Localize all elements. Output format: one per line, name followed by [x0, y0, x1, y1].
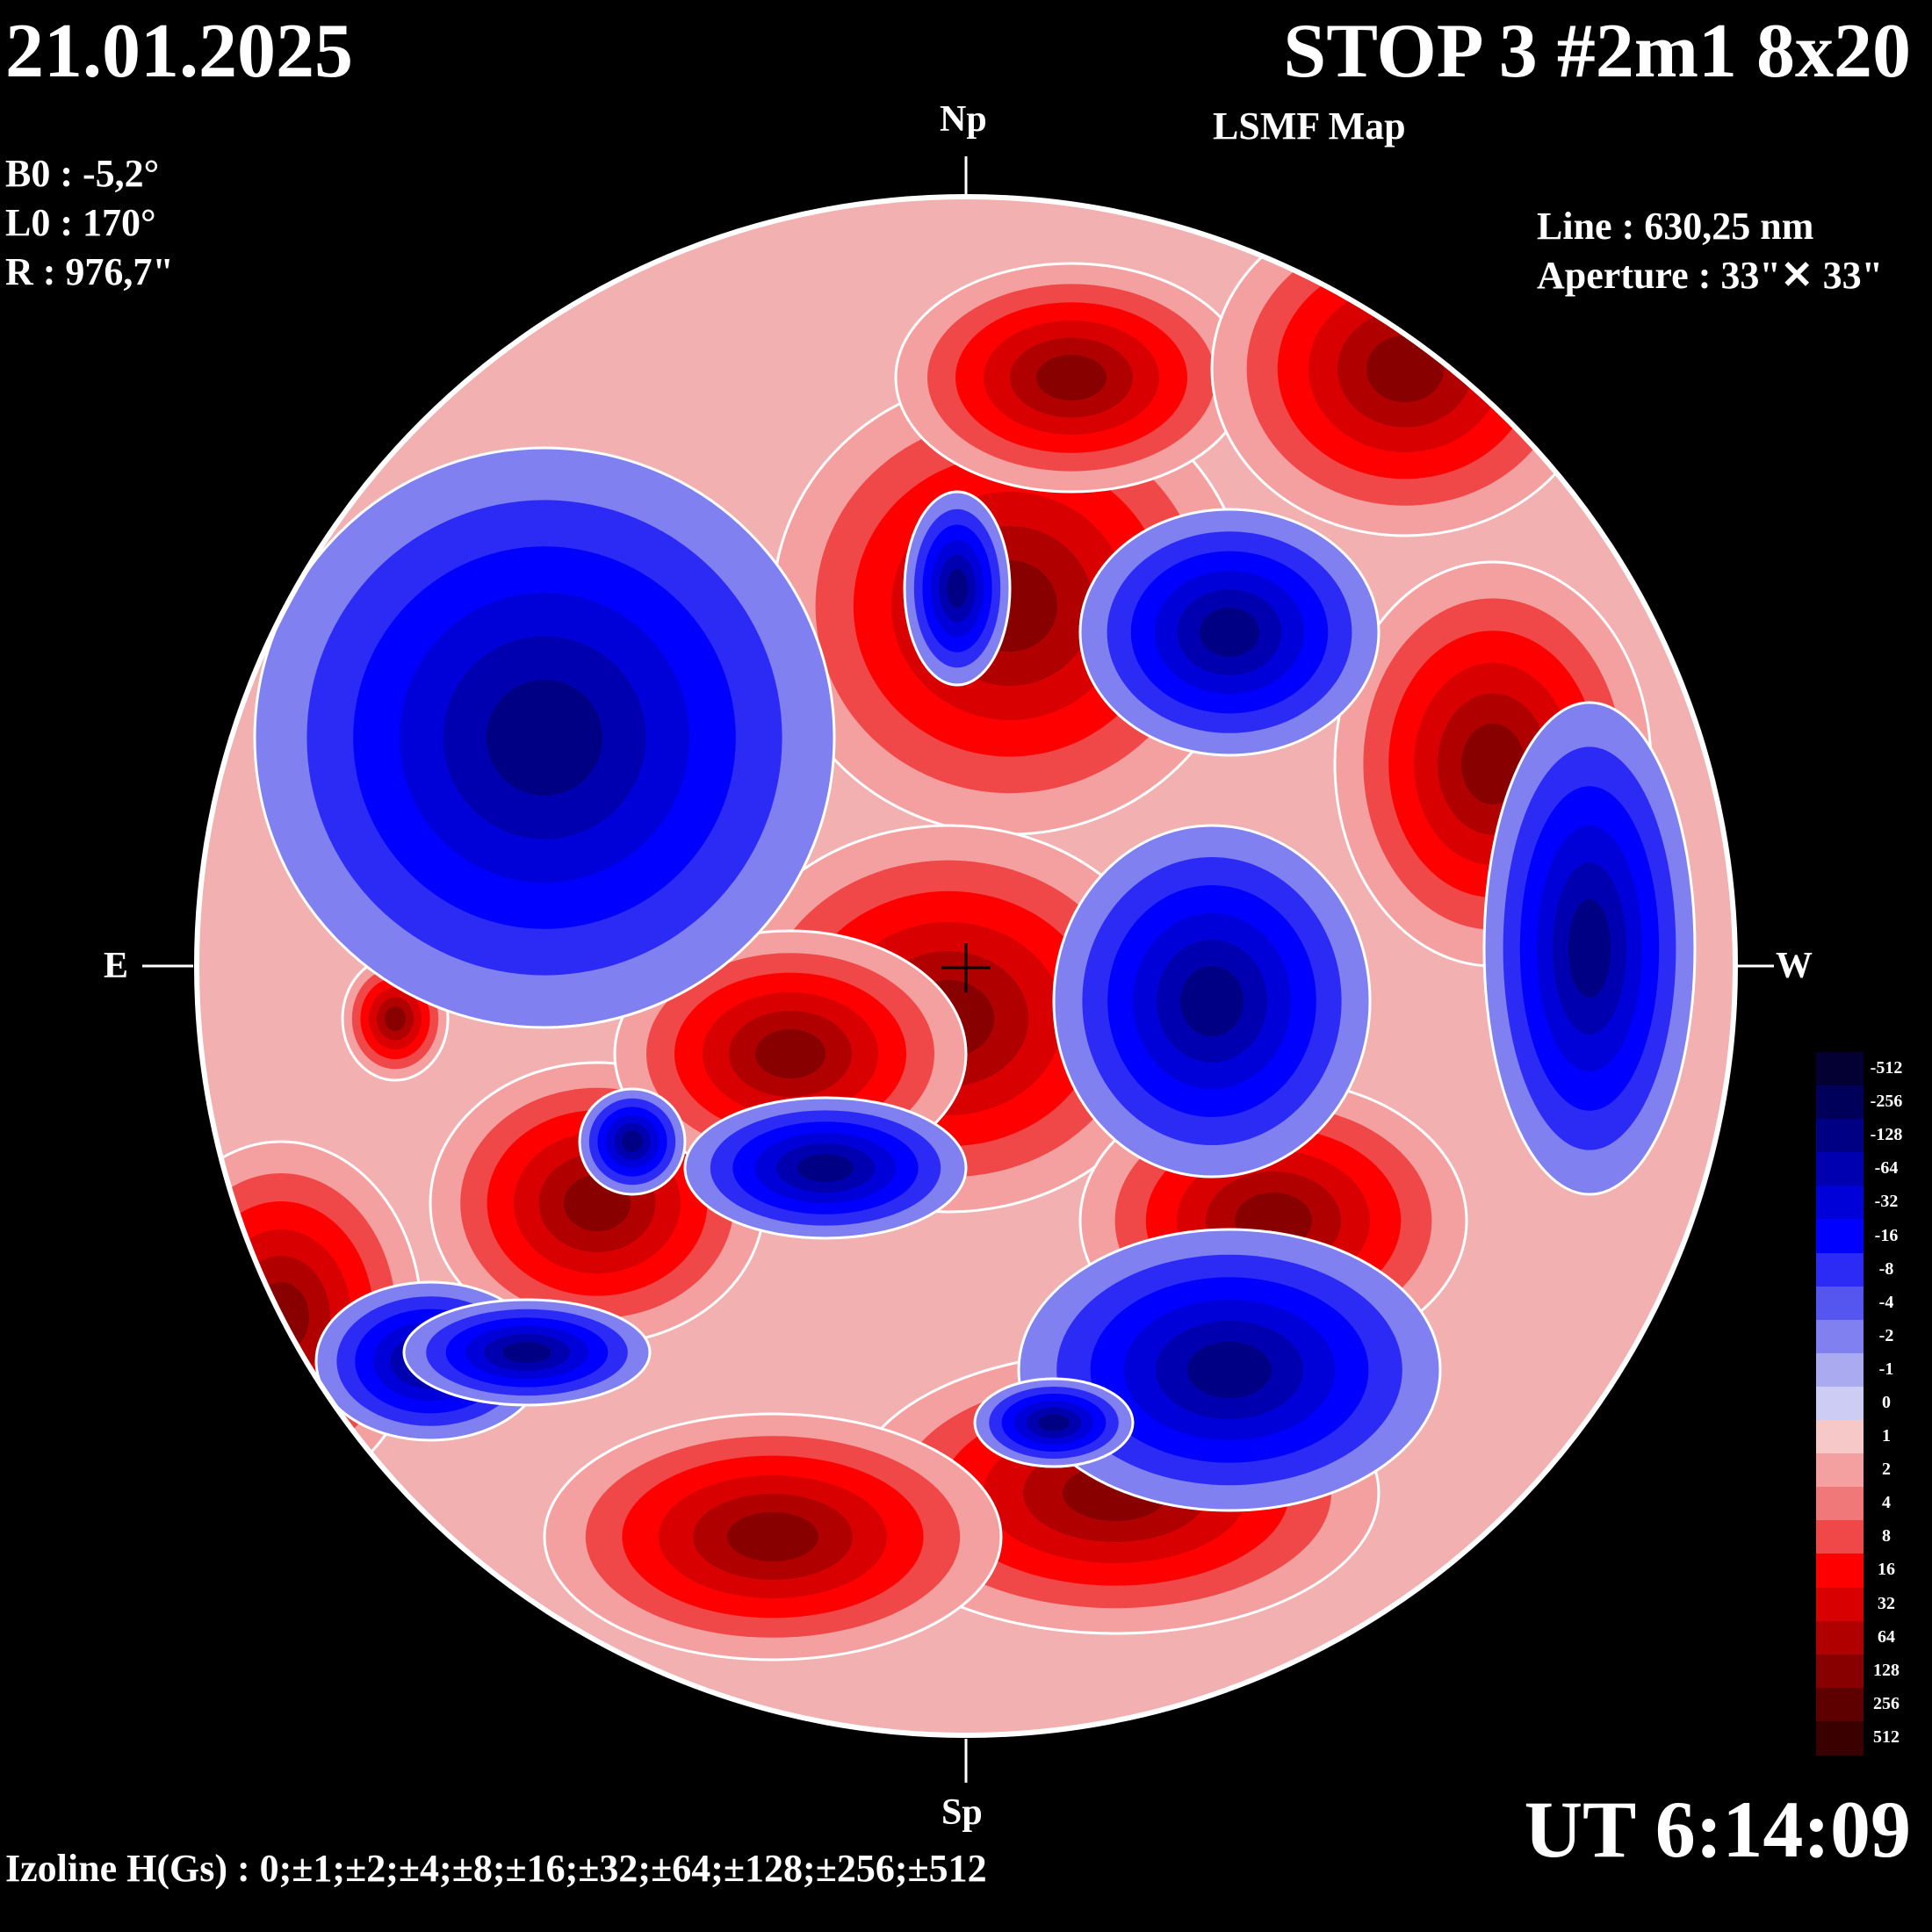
- param-radius: R : 976,7": [5, 250, 174, 293]
- legend-label: 1: [1882, 1426, 1891, 1446]
- south-pole-label: Sp: [941, 1792, 983, 1833]
- legend-label: 4: [1882, 1493, 1891, 1513]
- legend-swatch: [1816, 1319, 1864, 1354]
- legend-swatch: [1816, 1520, 1864, 1555]
- izoline-levels: Izoline H(Gs) : 0;±1;±2;±4;±8;±16;±32;±6…: [5, 1847, 987, 1890]
- legend-label: -1: [1878, 1359, 1894, 1379]
- west-label: W: [1776, 946, 1813, 986]
- negative-field-region: [402, 1298, 652, 1407]
- positive-field-region: [1210, 200, 1600, 537]
- observation-date: 21.01.2025: [5, 9, 353, 94]
- solar-limb: [194, 194, 1738, 1738]
- positive-field-region: [543, 1412, 1003, 1662]
- legend-label: 16: [1878, 1560, 1895, 1580]
- legend-label: -4: [1878, 1292, 1894, 1312]
- legend-label: -8: [1878, 1258, 1894, 1279]
- legend-swatch: [1816, 1352, 1864, 1388]
- legend-swatch: [1816, 1286, 1864, 1321]
- legend-swatch: [1816, 1687, 1864, 1722]
- legend-label: -16: [1874, 1225, 1899, 1245]
- legend-swatch: [1816, 1720, 1864, 1755]
- legend-swatch: [1816, 1119, 1864, 1154]
- legend-label: -2: [1878, 1325, 1894, 1345]
- legend-swatch: [1816, 1052, 1864, 1087]
- legend-swatch: [1816, 1152, 1864, 1187]
- legend-swatch: [1816, 1252, 1864, 1287]
- legend-label: 512: [1873, 1727, 1900, 1747]
- negative-field-region: [1017, 1228, 1442, 1512]
- map-title: STOP 3 #2m1 8x20: [1283, 9, 1911, 94]
- legend-swatch: [1816, 1587, 1864, 1622]
- legend-label: -128: [1870, 1125, 1903, 1145]
- color-legend: [1816, 1052, 1864, 1755]
- legend-label: -256: [1870, 1092, 1903, 1112]
- legend-label: 256: [1873, 1693, 1900, 1713]
- legend-swatch: [1816, 1219, 1864, 1254]
- negative-field-region: [1482, 701, 1697, 1196]
- map-subtitle: LSMF Map: [1213, 105, 1406, 148]
- negative-field-region: [683, 1096, 968, 1240]
- legend-label: 8: [1882, 1526, 1891, 1546]
- legend-swatch: [1816, 1420, 1864, 1455]
- param-b0: B0 : -5,2°: [5, 152, 160, 195]
- north-pole-label: Np: [940, 99, 987, 140]
- center-crosshair: [941, 943, 991, 992]
- negative-field-region: [253, 446, 836, 1029]
- legend-label: 2: [1882, 1460, 1891, 1480]
- spectral-line: Line : 630,25 nm: [1537, 205, 1814, 248]
- legend-swatch: [1816, 1453, 1864, 1489]
- legend-swatch: [1816, 1620, 1864, 1655]
- legend-label: 32: [1878, 1593, 1895, 1613]
- negative-field-region: [973, 1377, 1135, 1468]
- universal-time: UT 6:14:09: [1524, 1784, 1911, 1874]
- legend-swatch: [1816, 1386, 1864, 1422]
- negative-field-region: [1078, 508, 1381, 757]
- legend-label: -32: [1874, 1192, 1899, 1212]
- legend-swatch: [1816, 1186, 1864, 1221]
- legend-label: 0: [1882, 1393, 1891, 1412]
- param-l0: L0 : 170°: [5, 201, 156, 244]
- positive-field-region: [894, 262, 1249, 494]
- legend-swatch: [1816, 1554, 1864, 1589]
- east-label: E: [104, 946, 129, 986]
- legend-label: -512: [1870, 1058, 1903, 1078]
- legend-swatch: [1816, 1085, 1864, 1121]
- negative-field-region: [1052, 824, 1372, 1179]
- negative-field-region: [903, 490, 1012, 687]
- negative-field-region: [578, 1087, 687, 1196]
- axis-ticks: [142, 156, 1774, 1783]
- field-regions: [197, 200, 1697, 1662]
- legend-label: 128: [1873, 1660, 1900, 1680]
- legend-swatch: [1816, 1487, 1864, 1522]
- aperture-info: Aperture : 33"✕ 33": [1537, 254, 1884, 297]
- legend-swatch: [1816, 1654, 1864, 1689]
- legend-label: -64: [1874, 1158, 1899, 1179]
- legend-label: 64: [1878, 1626, 1895, 1647]
